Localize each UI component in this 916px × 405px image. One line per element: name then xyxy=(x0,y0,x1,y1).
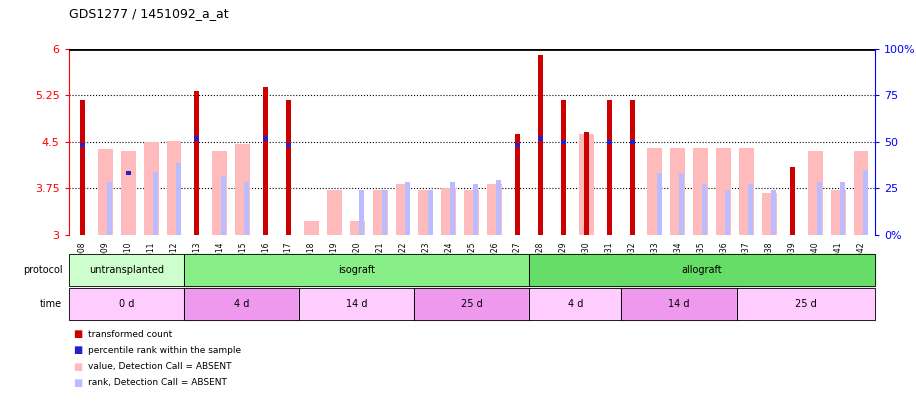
Bar xyxy=(80,100,85,235)
Bar xyxy=(579,134,594,235)
Text: 14 d: 14 d xyxy=(346,299,367,309)
Bar xyxy=(739,148,754,235)
Bar xyxy=(808,151,823,235)
Text: 0 d: 0 d xyxy=(118,299,134,309)
Text: transformed count: transformed count xyxy=(88,330,172,339)
Text: ■: ■ xyxy=(73,378,82,388)
Bar xyxy=(464,190,479,235)
Bar xyxy=(286,100,291,235)
Text: GDS1277 / 1451092_a_at: GDS1277 / 1451092_a_at xyxy=(69,7,228,20)
Bar xyxy=(405,182,409,235)
Bar xyxy=(703,184,707,235)
Bar xyxy=(648,148,662,235)
Text: ▶: ▶ xyxy=(72,265,80,274)
Text: allograft: allograft xyxy=(682,265,723,275)
Bar xyxy=(194,91,200,235)
Bar xyxy=(451,182,455,235)
Bar xyxy=(442,188,456,235)
Bar xyxy=(671,148,685,235)
Bar xyxy=(153,172,158,235)
Bar xyxy=(213,151,227,235)
Text: isograft: isograft xyxy=(338,265,375,275)
Bar xyxy=(854,151,868,235)
Bar xyxy=(680,173,684,235)
Text: 4 d: 4 d xyxy=(568,299,583,309)
Bar xyxy=(107,182,112,235)
Bar xyxy=(831,190,845,235)
Bar xyxy=(629,140,635,144)
Bar xyxy=(762,193,777,235)
Bar xyxy=(606,100,612,235)
Bar xyxy=(725,190,730,235)
Bar xyxy=(167,141,181,235)
Bar xyxy=(748,184,753,235)
Bar xyxy=(515,143,520,147)
Bar xyxy=(657,173,661,235)
Bar xyxy=(538,136,543,141)
Bar xyxy=(771,190,776,235)
Bar xyxy=(487,184,502,235)
Bar xyxy=(121,151,136,235)
Text: ▶: ▶ xyxy=(72,300,80,309)
Bar xyxy=(359,190,364,235)
Bar xyxy=(515,134,520,235)
Bar xyxy=(382,190,387,235)
Bar xyxy=(98,149,113,235)
Bar xyxy=(863,170,867,235)
Bar xyxy=(716,148,731,235)
Bar xyxy=(144,142,158,235)
Text: ■: ■ xyxy=(73,362,82,371)
Bar xyxy=(474,184,478,235)
Bar xyxy=(538,55,543,235)
Bar xyxy=(327,190,342,235)
Text: 25 d: 25 d xyxy=(461,299,483,309)
Bar xyxy=(693,148,708,235)
Bar xyxy=(350,221,365,235)
Text: 25 d: 25 d xyxy=(795,299,816,309)
Text: rank, Detection Call = ABSENT: rank, Detection Call = ABSENT xyxy=(88,378,227,387)
Bar xyxy=(606,140,612,144)
Bar xyxy=(373,190,387,235)
Bar xyxy=(176,164,180,235)
Text: time: time xyxy=(40,299,62,309)
Bar xyxy=(304,221,319,235)
Bar xyxy=(419,190,433,235)
Text: untransplanted: untransplanted xyxy=(89,265,164,275)
Bar xyxy=(583,132,589,235)
Text: 14 d: 14 d xyxy=(669,299,690,309)
Text: ■: ■ xyxy=(73,345,82,355)
Bar xyxy=(840,182,845,235)
Bar xyxy=(561,140,566,144)
Bar xyxy=(396,184,410,235)
Text: protocol: protocol xyxy=(23,265,62,275)
Bar xyxy=(194,136,200,141)
Bar xyxy=(817,182,822,235)
Bar xyxy=(496,180,501,235)
Bar xyxy=(263,87,268,235)
Bar xyxy=(428,190,432,235)
Text: 4 d: 4 d xyxy=(234,299,249,309)
Text: value, Detection Call = ABSENT: value, Detection Call = ABSENT xyxy=(88,362,232,371)
Bar xyxy=(245,182,249,235)
Bar xyxy=(263,136,268,141)
Bar xyxy=(222,176,226,235)
Bar xyxy=(125,171,131,175)
Bar xyxy=(790,166,795,235)
Bar xyxy=(561,100,566,235)
Bar xyxy=(286,143,291,147)
Text: ■: ■ xyxy=(73,329,82,339)
Bar xyxy=(235,144,250,235)
Bar xyxy=(629,100,635,235)
Text: percentile rank within the sample: percentile rank within the sample xyxy=(88,346,241,355)
Bar xyxy=(80,143,85,147)
